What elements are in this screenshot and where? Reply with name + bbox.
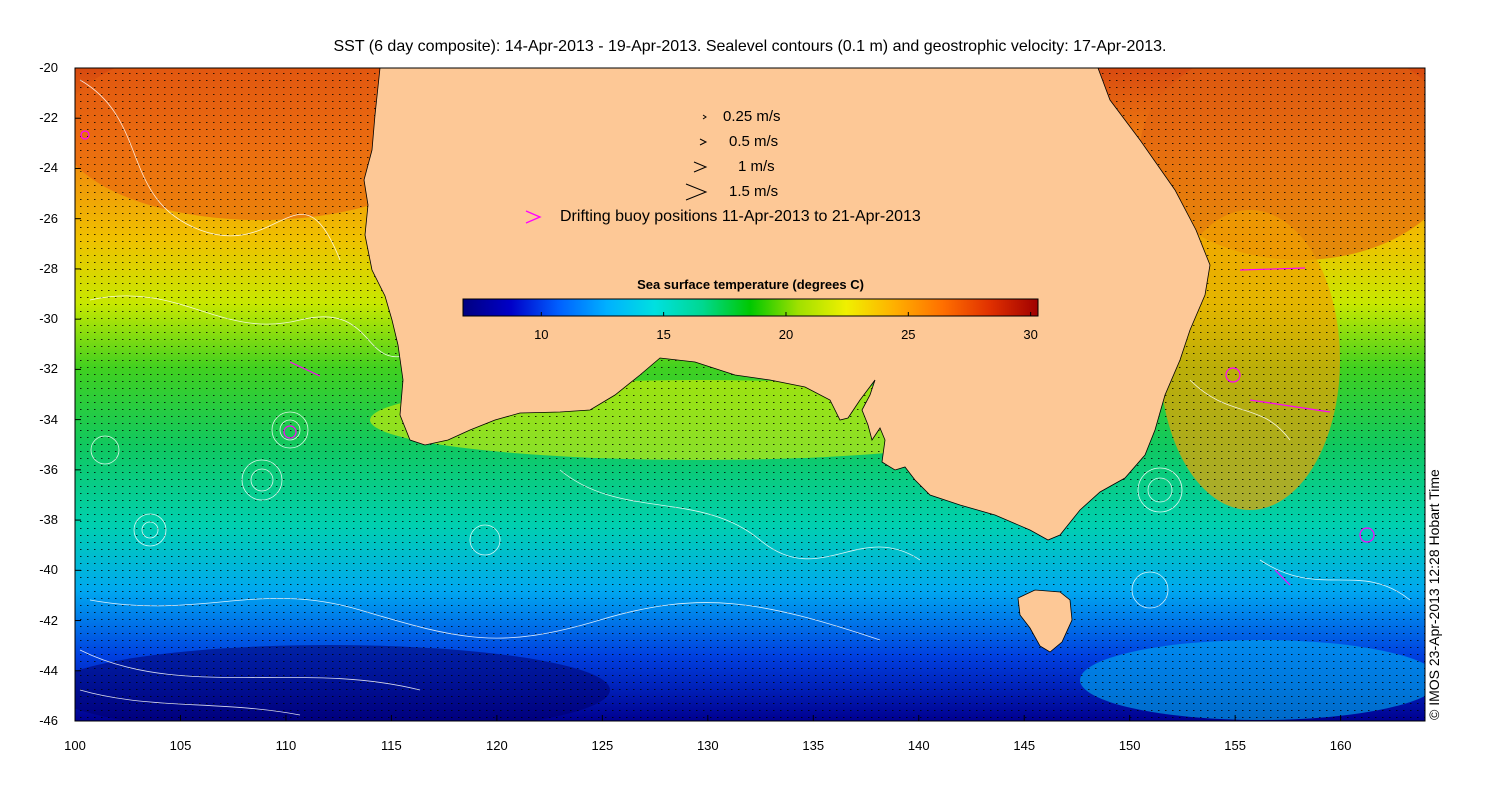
y-tick-label: -44 [39,662,58,678]
x-tick-label: 155 [1224,738,1246,753]
y-tick-label: -26 [39,210,58,226]
x-tick-label: 120 [486,738,508,753]
x-tick-label: 115 [381,738,402,753]
colorbar-tick-label: 15 [656,327,671,342]
y-tick-label: -38 [39,512,58,528]
y-tick-label: -22 [39,110,58,126]
x-tick-label: 135 [802,738,825,753]
x-tick-label: 160 [1329,738,1352,753]
x-tick-label: 150 [1118,738,1141,753]
arrow-0.25-icon [702,114,707,120]
x-tick-label: 110 [275,738,297,753]
x-tick-marks [74,715,1342,721]
arrow-1.5-icon [685,183,708,201]
x-tick-label: 130 [696,738,719,753]
colorbar-ticks [540,312,1032,316]
sealevel-contours [79,79,1411,716]
y-tick-label: -24 [39,160,58,176]
copyright-credit: © IMOS 23-Apr-2013 12:28 Hobart Time [1426,469,1442,720]
y-tick-label: -40 [39,562,58,578]
speed-label-0.25: 0.25 m/s [723,108,781,125]
y-tick-label: -34 [39,411,58,427]
x-tick-label: 105 [169,738,192,753]
y-tick-label: -28 [39,260,58,276]
speed-legend [525,114,708,224]
y-tick-label: -30 [39,311,58,327]
x-tick-label: 145 [1013,738,1036,753]
x-tick-label: 140 [907,738,930,753]
arrow-0.5-icon [699,138,708,146]
colorbar-tick-label: 25 [901,327,916,342]
y-tick-label: -20 [39,60,58,75]
buoy-arrow-icon [525,210,542,224]
y-tick-label: -32 [39,361,58,377]
speed-label-1.5: 1.5 m/s [729,183,779,200]
colorbar [462,298,1039,317]
colorbar-tick-label: 20 [778,327,794,342]
speed-label-1: 1 m/s [738,158,775,175]
y-tick-label: -36 [39,461,58,477]
x-tick-label: 100 [64,738,86,753]
buoy-legend-label: Drifting buoy positions 11-Apr-2013 to 2… [560,208,921,225]
colorbar-tick-label: 10 [534,327,549,342]
speed-label-0.5: 0.5 m/s [729,133,779,150]
colorbar-title: Sea surface temperature (degrees C) [637,277,864,292]
tasmania [1017,589,1073,653]
map-frame [74,67,1426,722]
y-tick-label: -46 [39,713,58,728]
arrow-1-icon [693,161,708,173]
buoy-tracks [80,130,1375,586]
colorbar-tick-label: 30 [1023,327,1038,342]
y-tick-label: -42 [39,612,58,628]
y-tick-marks [75,67,81,722]
map-title: SST (6 day composite): 14-Apr-2013 - 19-… [333,38,1167,55]
x-tick-label: 125 [591,738,614,753]
